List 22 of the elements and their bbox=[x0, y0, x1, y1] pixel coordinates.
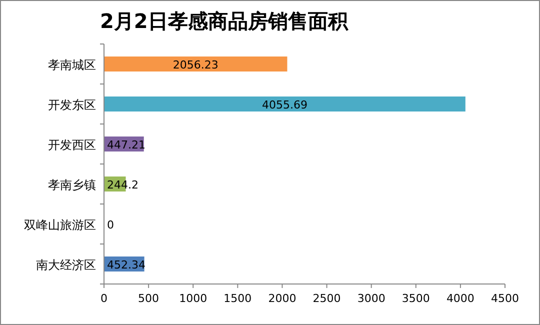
x-tick-label: 4500 bbox=[491, 292, 519, 305]
x-tick-label: 3000 bbox=[357, 292, 386, 305]
bar bbox=[104, 96, 466, 112]
y-tick-label: 开发东区 bbox=[48, 98, 96, 112]
y-tick-label: 孝南城区 bbox=[48, 58, 96, 72]
x-tick-label: 1000 bbox=[179, 292, 208, 305]
x-tick-label: 0 bbox=[100, 292, 108, 305]
data-label: 0 bbox=[107, 218, 114, 232]
x-tick-label: 3500 bbox=[402, 292, 430, 305]
y-tick-label: 南大经济区 bbox=[36, 258, 96, 272]
x-tick-label: 1500 bbox=[224, 292, 252, 305]
x-tick-label: 4000 bbox=[446, 292, 474, 305]
data-label: 4055.69 bbox=[262, 98, 308, 112]
chart-title: 2月2日孝感商品房销售面积 bbox=[100, 9, 349, 33]
x-tick-label: 2000 bbox=[268, 292, 296, 305]
x-tick-label: 500 bbox=[138, 292, 160, 305]
y-tick-label: 双峰山旅游区 bbox=[24, 218, 96, 232]
x-tick-label: 2500 bbox=[312, 292, 341, 305]
y-tick-label: 孝南乡镇 bbox=[48, 178, 96, 192]
y-tick-label: 开发西区 bbox=[48, 138, 96, 152]
data-label: 2056.23 bbox=[172, 58, 218, 72]
bar bbox=[104, 56, 288, 72]
